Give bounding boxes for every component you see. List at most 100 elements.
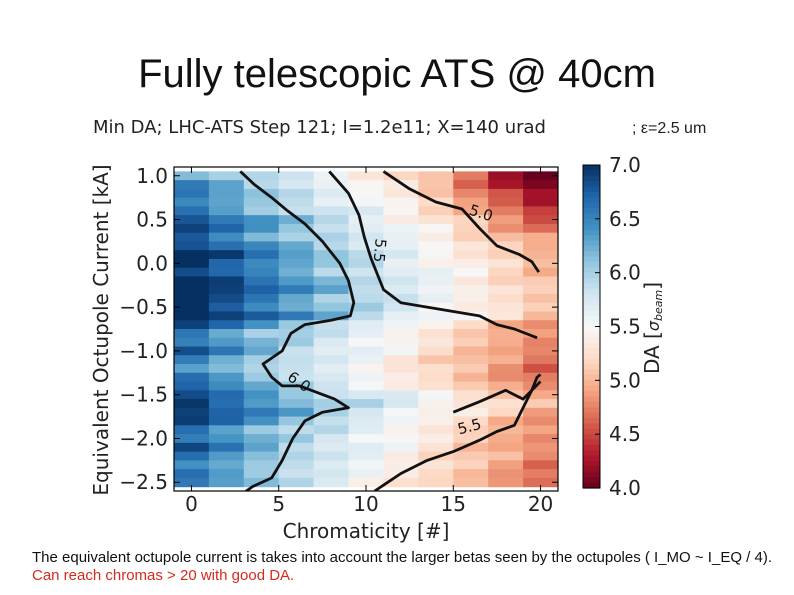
heatmap-cell bbox=[348, 329, 385, 339]
heatmap-cell bbox=[243, 206, 280, 216]
heatmap-cell bbox=[174, 355, 210, 365]
colorbar-segment bbox=[583, 358, 600, 365]
heatmap-cell bbox=[383, 311, 419, 321]
colorbar-segment bbox=[583, 213, 600, 220]
heatmap-cell bbox=[418, 434, 454, 444]
heatmap-cell bbox=[523, 416, 558, 426]
heatmap-cell bbox=[453, 364, 489, 374]
heatmap-cell bbox=[208, 302, 245, 313]
heatmap-cell bbox=[313, 206, 350, 216]
heatmap-cell bbox=[348, 293, 385, 304]
heatmap-chart: 5.0 5.5 6.0 5.5 0 5 10 15 20 1.0 0.5 0.0 −0.5 −1.0 −… bbox=[89, 153, 665, 543]
colorbar-segment bbox=[583, 401, 600, 408]
colorbar-segment bbox=[583, 310, 600, 317]
heatmap-cell bbox=[208, 416, 245, 426]
colorbar-segment bbox=[583, 208, 600, 215]
heatmap-cell bbox=[523, 364, 558, 374]
heatmap-cell bbox=[383, 320, 419, 330]
heatmap-cell bbox=[418, 460, 454, 470]
heatmap-cell bbox=[313, 329, 350, 339]
heatmap-cell bbox=[313, 276, 350, 286]
heatmap-cell bbox=[453, 477, 489, 488]
heatmap-cell bbox=[278, 477, 315, 488]
heatmap-cells bbox=[174, 171, 558, 488]
heatmap-cell bbox=[348, 407, 385, 418]
heatmap-cell bbox=[174, 267, 210, 278]
heatmap-cell bbox=[383, 258, 419, 269]
heatmap-cell bbox=[348, 416, 385, 426]
x-axis-label: Chromaticity [#] bbox=[283, 519, 450, 543]
heatmap-cell bbox=[243, 425, 280, 435]
heatmap-cell bbox=[488, 460, 524, 470]
colorbar-segment bbox=[583, 466, 600, 473]
heatmap-cell bbox=[174, 434, 210, 444]
colorbar-segment bbox=[583, 471, 600, 478]
y-tick-label: 0.0 bbox=[136, 251, 168, 275]
heatmap-cell bbox=[523, 276, 558, 286]
heatmap-cell bbox=[174, 197, 210, 208]
heatmap-cell bbox=[348, 355, 385, 365]
heatmap-cell bbox=[174, 311, 210, 321]
heatmap-cell bbox=[313, 390, 350, 400]
heatmap-cell bbox=[348, 258, 385, 269]
heatmap-cell bbox=[313, 171, 350, 181]
colorbar-segment bbox=[583, 326, 600, 333]
heatmap-cell bbox=[313, 434, 350, 444]
heatmap-cell bbox=[174, 180, 210, 190]
colorbar-segment bbox=[583, 455, 600, 462]
slide-title: Fully telescopic ATS @ 40cm bbox=[138, 52, 656, 96]
heatmap-cell bbox=[243, 215, 280, 225]
heatmap-cell bbox=[523, 460, 558, 470]
heatmap-cell bbox=[243, 241, 280, 251]
heatmap-cell bbox=[313, 302, 350, 313]
heatmap-cell bbox=[278, 171, 315, 181]
heatmap-cell bbox=[174, 372, 210, 383]
heatmap-cell bbox=[208, 215, 245, 225]
heatmap-cell bbox=[383, 206, 419, 216]
heatmap-cell bbox=[313, 197, 350, 208]
colorbar-segment bbox=[583, 434, 600, 441]
heatmap-cell bbox=[418, 311, 454, 321]
heatmap-cell bbox=[523, 206, 558, 216]
heatmap-cell bbox=[348, 346, 385, 356]
heatmap-cell bbox=[208, 477, 245, 488]
heatmap-cell bbox=[523, 320, 558, 330]
heatmap-cell bbox=[418, 188, 454, 199]
heatmap-cell bbox=[488, 381, 524, 391]
contour-line-5.0 bbox=[452, 373, 542, 414]
heatmap-cell bbox=[453, 188, 489, 199]
heatmap-cell bbox=[243, 434, 280, 444]
colorbar-segment bbox=[583, 461, 600, 468]
colorbar-segment bbox=[583, 181, 600, 188]
heatmap-cell bbox=[243, 188, 280, 199]
heatmap-cell bbox=[174, 407, 210, 418]
heatmap-cell bbox=[348, 267, 385, 278]
chart-title-suffix: ; ε=2.5 um bbox=[632, 120, 707, 137]
heatmap-cell bbox=[488, 285, 524, 295]
heatmap-cell bbox=[243, 267, 280, 278]
heatmap-cell bbox=[383, 372, 419, 383]
colorbar-segment bbox=[583, 197, 600, 204]
heatmap-cell bbox=[348, 302, 385, 313]
heatmap-cell bbox=[418, 215, 454, 225]
heatmap-cell bbox=[208, 425, 245, 435]
x-tick-label: 5 bbox=[272, 492, 285, 516]
colorbar-segment bbox=[583, 369, 600, 376]
heatmap-cell bbox=[208, 390, 245, 400]
x-tick-label: 10 bbox=[353, 492, 378, 516]
heatmap-cell bbox=[313, 232, 350, 243]
heatmap-cell bbox=[488, 329, 524, 339]
heatmap-cell bbox=[383, 329, 419, 339]
heatmap-cell bbox=[488, 399, 524, 409]
heatmap-cell bbox=[453, 329, 489, 339]
heatmap-cell bbox=[278, 407, 315, 418]
heatmap-cell bbox=[243, 442, 280, 453]
y-tick-label: 1.0 bbox=[136, 164, 168, 188]
heatmap-cell bbox=[278, 197, 315, 208]
heatmap-cell bbox=[313, 180, 350, 190]
heatmap-cell bbox=[313, 346, 350, 356]
heatmap-cell bbox=[488, 258, 524, 269]
colorbar-tick-label: 4.5 bbox=[609, 422, 641, 446]
heatmap-cell bbox=[488, 206, 524, 216]
heatmap-cell bbox=[243, 232, 280, 243]
